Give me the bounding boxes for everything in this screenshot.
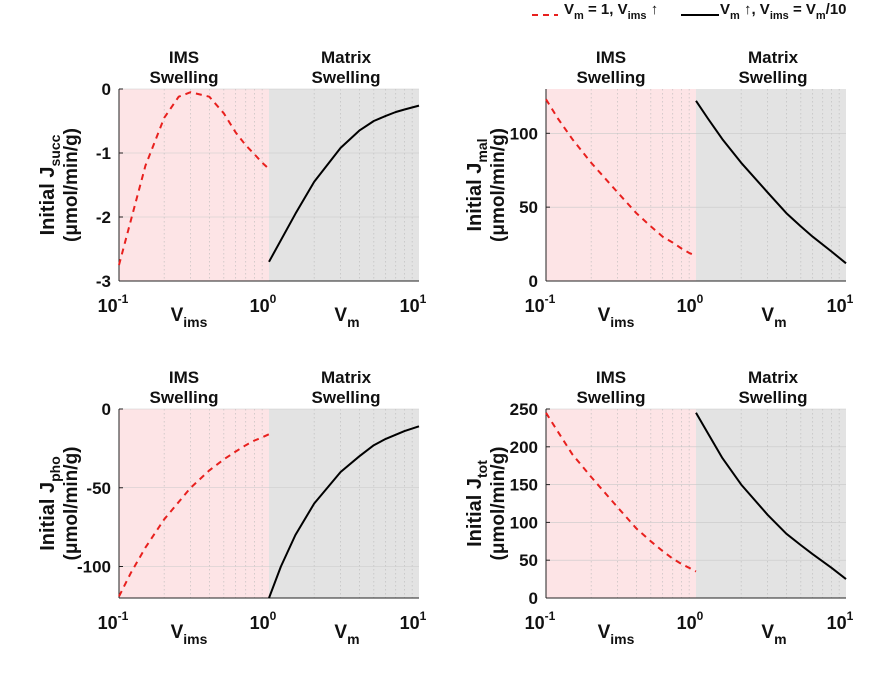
y-tick-label: 50 (519, 198, 538, 217)
y-tick-label: 50 (519, 551, 538, 570)
x-axis-label-ims: Vims (171, 622, 208, 647)
series-ims-dashed (545, 412, 697, 573)
ims-region (119, 89, 269, 281)
y-tick-label: 200 (510, 438, 538, 457)
x-tick-label: 10-1 (525, 292, 556, 316)
matrix-region (696, 89, 846, 281)
series-matrix-solid (268, 104, 420, 263)
region-label-ims-line2: Swelling (150, 388, 219, 407)
x-tick-label: 101 (400, 609, 427, 633)
ims-region (119, 409, 269, 598)
x-tick-label: 100 (250, 609, 277, 633)
region-label-ims-line2: Swelling (150, 68, 219, 87)
x-axis-label-ims: Vims (598, 305, 635, 330)
chart-panel-3: 0 -50 -100 10-1 100 101 Vims Vm Initial Jpho(μmo… (37, 368, 427, 647)
x-tick-label: 101 (400, 292, 427, 316)
y-axis-unit: (μmol/min/g) (488, 447, 509, 561)
x-tick-label: 100 (250, 292, 277, 316)
y-axis-unit: (μmol/min/g) (61, 447, 82, 561)
series-ims-dashed (545, 98, 697, 257)
y-tick-label: 0 (529, 272, 538, 291)
legend: Vm = 1, Vims ↑ Vm ↑, Vims = Vm/10 (532, 1, 847, 22)
region-label-matrix-line2: Swelling (312, 388, 381, 407)
x-tick-label: 10-1 (525, 609, 556, 633)
x-tick-label: 101 (827, 609, 854, 633)
y-tick-label: -3 (96, 272, 111, 291)
y-tick-label: 250 (510, 400, 538, 419)
x-tick-label: 100 (677, 609, 704, 633)
y-tick-label: 150 (510, 476, 538, 495)
series-ims-dashed (118, 91, 270, 266)
region-label-matrix-line1: Matrix (748, 368, 799, 387)
region-label-matrix-line2: Swelling (312, 68, 381, 87)
y-tick-label: 0 (102, 80, 111, 99)
region-label-matrix-line2: Swelling (739, 388, 808, 407)
region-label-matrix-line1: Matrix (321, 48, 372, 67)
matrix-region (269, 409, 419, 598)
x-axis-label-m: Vm (761, 622, 786, 647)
y-axis-label: Initial Jtot (464, 460, 490, 547)
ims-region (546, 89, 696, 281)
x-tick-label: 100 (677, 292, 704, 316)
y-tick-label: -2 (96, 208, 111, 227)
chart-panel-4: 0 50 100 150 200 250 10-1 100 101 Vims Vm Initial J… (464, 368, 854, 647)
region-label-matrix-line1: Matrix (748, 48, 799, 67)
y-axis-label: Initial Jmal (464, 138, 490, 231)
series-ims-dashed (118, 433, 270, 597)
x-tick-label: 10-1 (98, 292, 129, 316)
y-axis-label: Initial Jpho (37, 456, 63, 551)
y-tick-label: 100 (510, 513, 538, 532)
x-axis-label-m: Vm (334, 305, 359, 330)
region-label-ims-line1: IMS (596, 368, 626, 387)
chart-panel-2: 0 50 100 10-1 100 101 Vims Vm Initial Jmal(μmol/… (464, 48, 854, 330)
series-matrix-solid (695, 412, 847, 580)
region-label-ims-line1: IMS (596, 48, 626, 67)
chart-panel-1: 0 -1 -2 -310-1 100 101 Vims Vm Initial Jsucc(μmo… (37, 48, 427, 330)
series-matrix-solid (695, 100, 847, 265)
x-tick-label: 10-1 (98, 609, 129, 633)
y-tick-label: -1 (96, 144, 111, 163)
region-label-matrix-line1: Matrix (321, 368, 372, 387)
x-axis-label-ims: Vims (598, 622, 635, 647)
region-label-matrix-line2: Swelling (739, 68, 808, 87)
legend-entry-2: Vm ↑, Vims = Vm/10 (720, 1, 847, 22)
y-axis-label: Initial Jsucc (37, 134, 63, 235)
region-label-ims-line1: IMS (169, 48, 199, 67)
y-tick-label: -100 (77, 558, 111, 577)
y-axis-unit: (μmol/min/g) (488, 128, 509, 242)
y-tick-label: -50 (86, 479, 111, 498)
x-axis-label-m: Vm (761, 305, 786, 330)
legend-entry-1: Vm = 1, Vims ↑ (564, 1, 658, 22)
x-axis-label-ims: Vims (171, 305, 208, 330)
matrix-region (696, 409, 846, 598)
y-axis-unit: (μmol/min/g) (61, 128, 82, 242)
y-tick-label: 0 (102, 400, 111, 419)
y-tick-label: 0 (529, 589, 538, 608)
x-axis-label-m: Vm (334, 622, 359, 647)
series-matrix-solid (268, 425, 420, 599)
y-tick-label: 100 (510, 124, 538, 143)
ims-region (546, 409, 696, 598)
region-label-ims-line1: IMS (169, 368, 199, 387)
region-label-ims-line2: Swelling (577, 68, 646, 87)
region-label-ims-line2: Swelling (577, 388, 646, 407)
matrix-region (269, 89, 419, 281)
x-tick-label: 101 (827, 292, 854, 316)
